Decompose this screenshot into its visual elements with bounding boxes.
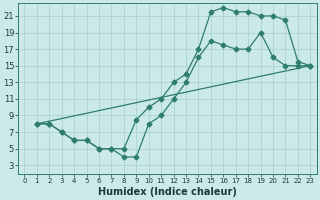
X-axis label: Humidex (Indice chaleur): Humidex (Indice chaleur) <box>98 187 237 197</box>
